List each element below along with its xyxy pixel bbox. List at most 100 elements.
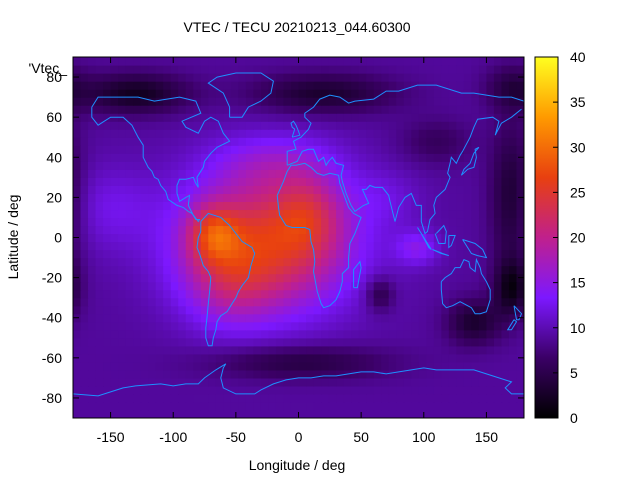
heatmap-cell (343, 273, 352, 283)
heatmap-cell (125, 73, 134, 82)
heatmap-cell (230, 281, 239, 291)
heatmap-cell (223, 257, 232, 267)
heatmap-cell (200, 297, 209, 307)
heatmap-cell (185, 337, 194, 347)
heatmap-cell (103, 105, 112, 114)
heatmap-cell (155, 161, 164, 170)
heatmap-cell (403, 305, 412, 315)
heatmap-cell (290, 385, 300, 395)
heatmap-cell (463, 289, 472, 299)
heatmap-cell (118, 297, 127, 307)
heatmap-cell (433, 217, 442, 227)
heatmap-cell (238, 129, 247, 138)
heatmap-cell (148, 233, 157, 243)
heatmap-cell (125, 321, 134, 331)
heatmap-cell (373, 217, 382, 227)
heatmap-cell (253, 89, 262, 98)
heatmap-cell (388, 153, 397, 162)
heatmap-cell (208, 169, 217, 178)
heatmap-cell (80, 97, 89, 106)
heatmap-cell (486, 241, 495, 251)
heatmap-cell (343, 321, 352, 331)
heatmap-cell (366, 297, 375, 307)
heatmap-cell (501, 265, 510, 275)
heatmap-cell (110, 289, 119, 299)
heatmap-cell (148, 177, 157, 186)
heatmap-cell (501, 153, 510, 162)
heatmap-cell (170, 169, 179, 178)
heatmap-cell (253, 289, 262, 299)
heatmap-cell (516, 281, 524, 291)
heatmap-cell (73, 241, 82, 251)
heatmap-cell (170, 401, 179, 411)
heatmap-cell (275, 257, 285, 267)
heatmap-cell (118, 97, 127, 106)
heatmap-cell (230, 97, 239, 106)
heatmap-cell (163, 137, 172, 146)
heatmap-cell (306, 345, 315, 355)
heatmap-cell (223, 177, 232, 186)
heatmap-cell (313, 409, 322, 418)
heatmap-cell (381, 297, 390, 307)
heatmap-cell (321, 313, 330, 323)
heatmap-cell (403, 329, 412, 339)
colorbar-tick-label: 40 (570, 49, 586, 65)
heatmap-cell (336, 81, 345, 90)
heatmap-cell (441, 393, 450, 403)
heatmap-cell (200, 81, 209, 90)
heatmap-cell (426, 177, 435, 186)
heatmap-cell (343, 137, 352, 146)
heatmap-cell (313, 73, 322, 82)
heatmap-cell (260, 273, 270, 283)
heatmap-cell (486, 89, 495, 98)
heatmap-cell (215, 169, 224, 178)
heatmap-cell (306, 321, 315, 331)
heatmap-cell (463, 265, 472, 275)
heatmap-cell (283, 321, 292, 331)
heatmap-cell (95, 121, 104, 130)
heatmap-cell (170, 185, 179, 194)
heatmap-cell (373, 73, 382, 82)
heatmap-cell (163, 65, 172, 74)
heatmap-cell (238, 209, 247, 219)
heatmap-cell (418, 289, 427, 299)
heatmap-cell (260, 209, 270, 219)
heatmap-cell (125, 377, 134, 387)
heatmap-cell (155, 273, 164, 283)
heatmap-cell (118, 305, 127, 315)
heatmap-cell (433, 65, 442, 74)
heatmap-cell (185, 177, 194, 186)
heatmap-cell (343, 57, 352, 66)
heatmap-cell (478, 73, 488, 82)
heatmap-cell (140, 65, 149, 74)
heatmap-cell (133, 337, 142, 347)
heatmap-cell (178, 241, 187, 251)
heatmap-cell (133, 393, 142, 403)
heatmap-cell (381, 249, 390, 259)
heatmap-cell (381, 377, 390, 387)
heatmap-cell (230, 385, 239, 395)
heatmap-cell (373, 409, 382, 418)
heatmap-cell (230, 361, 239, 371)
heatmap-cell (298, 233, 307, 243)
heatmap-cell (118, 353, 127, 363)
heatmap-cell (245, 145, 254, 154)
heatmap-cell (133, 97, 142, 106)
heatmap-cell (245, 233, 254, 243)
heatmap-cell (388, 161, 397, 170)
heatmap-cell (163, 97, 172, 106)
heatmap-cell (95, 217, 104, 227)
heatmap-cell (238, 185, 247, 194)
heatmap-cell (200, 193, 209, 202)
heatmap-cell (283, 73, 292, 82)
heatmap-cell (471, 257, 480, 267)
heatmap-cell (486, 385, 495, 395)
heatmap-cell (80, 73, 89, 82)
heatmap-cell (321, 169, 330, 178)
heatmap-cell (245, 225, 254, 235)
heatmap-cell (418, 369, 427, 379)
heatmap-cell (403, 249, 412, 259)
heatmap-cell (238, 385, 247, 395)
heatmap-cell (223, 169, 232, 178)
heatmap-cell (163, 289, 172, 299)
